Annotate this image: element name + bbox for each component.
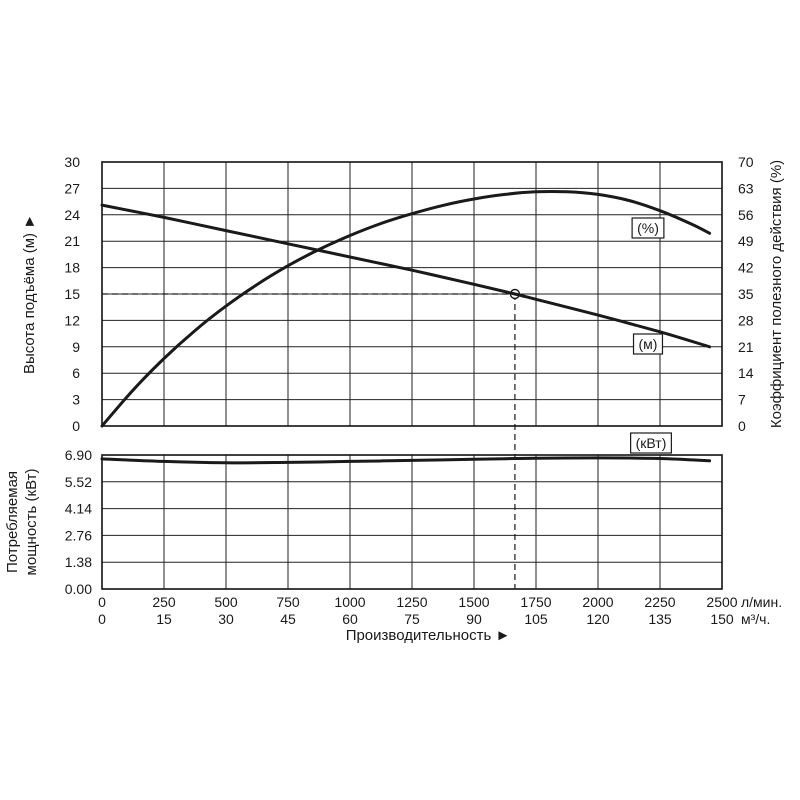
head-tick-label: 30 — [64, 154, 80, 170]
series-curves — [100, 190, 712, 465]
efficiency-series-label: (%) — [631, 217, 665, 239]
efficiency-tick-label: 21 — [738, 339, 754, 355]
head-tick-label: 27 — [64, 180, 80, 196]
head-tick-label: 12 — [64, 312, 80, 328]
power-series-label: (кВт) — [630, 432, 672, 454]
x-primary-tick-label: 1750 — [520, 594, 551, 610]
x-secondary-tick-label: 105 — [524, 611, 548, 627]
power-axis-title-line2: мощность (кВт) — [23, 469, 40, 576]
reference-lines — [102, 288, 521, 589]
x-primary-unit-label: л/мин. — [741, 594, 782, 610]
x-primary-tick-label: 2000 — [582, 594, 613, 610]
grid — [101, 161, 723, 590]
x-primary-tick-label: 2250 — [644, 594, 675, 610]
power-axis-title-line1: Потребляемая — [4, 471, 21, 573]
efficiency-tick-label: 35 — [738, 286, 754, 302]
head-series-label: (м) — [632, 333, 664, 355]
head-series-label-box — [632, 333, 664, 355]
x-secondary-tick-label: 135 — [648, 611, 672, 627]
x-primary-tick-label: 1250 — [396, 594, 427, 610]
efficiency-tick-label: 70 — [738, 154, 754, 170]
efficiency-axis-title: Коэффициент полезного действия (%) — [768, 160, 785, 428]
x-primary-tick-label: 2500 — [706, 594, 737, 610]
x-secondary-tick-label: 15 — [156, 611, 172, 627]
head-tick-label: 15 — [64, 286, 80, 302]
x-axis-title: Производительность ► — [346, 627, 511, 644]
power-series-label-box — [630, 432, 672, 454]
series-labels: (м) (%) (кВт) — [630, 217, 672, 454]
x-secondary-tick-label: 120 — [586, 611, 610, 627]
head-tick-label: 6 — [72, 365, 80, 381]
power-tick-label: 2.76 — [65, 527, 92, 543]
power-tick-label: 0.00 — [65, 581, 92, 597]
x-primary-tick-label: 1500 — [458, 594, 489, 610]
head-tick-label: 21 — [64, 233, 80, 249]
efficiency-tick-label: 7 — [738, 392, 746, 408]
power-tick-label: 6.90 — [65, 447, 92, 463]
x-secondary-tick-label: 75 — [404, 611, 420, 627]
head-series-label-text: (м) — [639, 336, 658, 352]
tick-labels: 0 3 6 9 12 15 18 21 24 27 30 0 7 14 21 28 35 42 49 56 63 70 0.… — [64, 154, 782, 627]
head-tick-label: 9 — [72, 339, 80, 355]
x-primary-tick-label: 500 — [214, 594, 238, 610]
x-secondary-tick-label: 150 — [710, 611, 734, 627]
efficiency-tick-label: 0 — [738, 418, 746, 434]
efficiency-tick-label: 28 — [738, 312, 754, 328]
efficiency-series-label-box — [631, 217, 665, 239]
head-tick-label: 0 — [72, 418, 80, 434]
efficiency-tick-label: 42 — [738, 260, 754, 276]
x-secondary-tick-label: 90 — [466, 611, 482, 627]
efficiency-curve — [100, 190, 712, 428]
efficiency-series-label-text: (%) — [637, 220, 659, 236]
head-tick-label: 3 — [72, 392, 80, 408]
head-curve — [100, 203, 712, 349]
x-primary-tick-label: 0 — [98, 594, 106, 610]
head-tick-label: 18 — [64, 260, 80, 276]
head-tick-label: 24 — [64, 207, 80, 223]
power-tick-label: 5.52 — [65, 474, 92, 490]
efficiency-tick-label: 63 — [738, 180, 754, 196]
power-tick-label: 4.14 — [65, 501, 92, 517]
x-primary-tick-label: 1000 — [334, 594, 365, 610]
efficiency-tick-label: 14 — [738, 365, 754, 381]
x-secondary-unit-label: м³/ч. — [741, 611, 770, 627]
efficiency-tick-label: 56 — [738, 207, 754, 223]
x-secondary-tick-label: 30 — [218, 611, 234, 627]
x-secondary-tick-label: 45 — [280, 611, 296, 627]
efficiency-tick-label: 49 — [738, 233, 754, 249]
x-secondary-tick-label: 60 — [342, 611, 358, 627]
power-series-label-text: (кВт) — [636, 435, 667, 451]
power-curve — [100, 456, 712, 465]
x-primary-tick-label: 750 — [276, 594, 300, 610]
x-primary-tick-label: 250 — [152, 594, 176, 610]
lower-panel-frame — [101, 454, 723, 590]
x-secondary-tick-label: 0 — [98, 611, 106, 627]
power-tick-label: 1.38 — [65, 554, 92, 570]
head-axis-title: Высота подъёма (м) ► — [21, 214, 38, 374]
